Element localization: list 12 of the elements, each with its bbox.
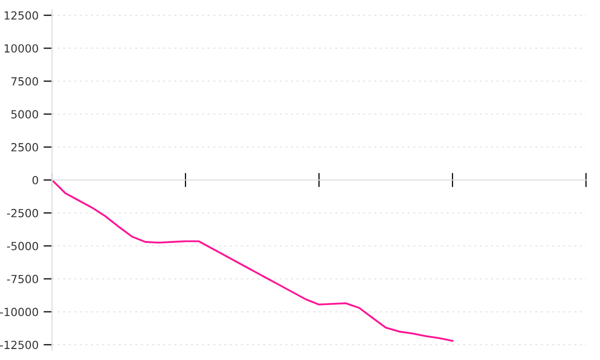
y-tick-label: -2500 — [7, 208, 38, 218]
y-tick-label: 2500 — [11, 143, 38, 152]
y-tick-label: -12500 — [0, 340, 38, 350]
y-tick-label: -7500 — [7, 274, 38, 284]
y-tick-label: 12500 — [4, 11, 38, 20]
y-tick-label: 5000 — [11, 110, 38, 118]
y-tick-label: 10000 — [4, 44, 38, 53]
y-tick-label: 7500 — [11, 77, 38, 86]
line-series — [52, 179, 454, 342]
y-tick-label: -10000 — [0, 308, 38, 316]
y-tick-label: -5000 — [7, 242, 38, 250]
y-tick-label: 0 — [32, 176, 38, 184]
